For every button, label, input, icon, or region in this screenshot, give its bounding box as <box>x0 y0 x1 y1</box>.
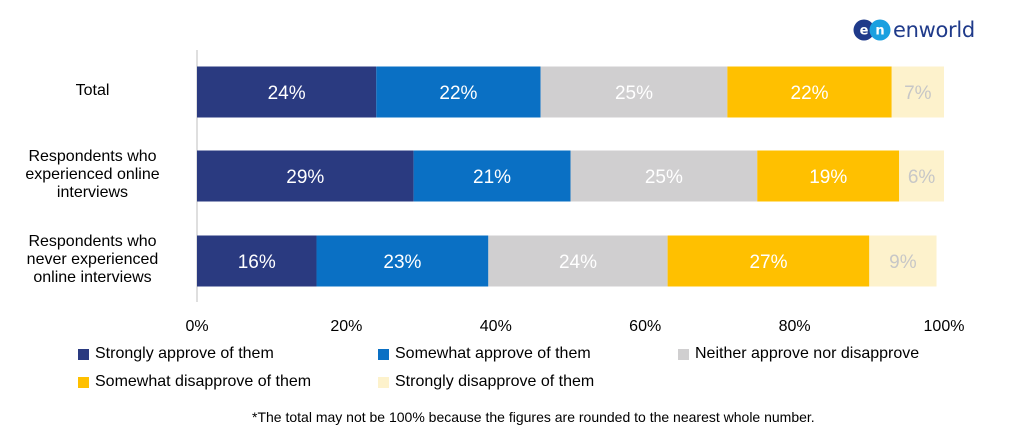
legend-item: Strongly disapprove of them <box>378 373 594 391</box>
bar-value-label: 29% <box>286 167 324 188</box>
enworld-logo-mark-icon: e n <box>853 19 891 41</box>
bar-value-label: 23% <box>383 252 421 273</box>
bar-segment <box>757 150 900 202</box>
bar-segment <box>899 150 944 202</box>
bar-value-label: 22% <box>439 83 477 104</box>
category-label-line: never experienced <box>26 251 159 268</box>
bar-value-label: 24% <box>559 252 597 273</box>
bar-value-label: 22% <box>791 83 829 104</box>
bar-segment <box>540 66 728 118</box>
enworld-wordmark: enworld <box>893 18 975 42</box>
x-tick-label: 20% <box>330 318 362 335</box>
svg-text:e: e <box>860 24 869 39</box>
category-label: Total <box>5 82 180 100</box>
legend-label: Strongly disapprove of them <box>395 373 595 390</box>
legend-label: Strongly approve of them <box>95 345 274 362</box>
legend-swatch <box>678 348 689 360</box>
bar-segment <box>376 66 541 118</box>
x-tick-label: 60% <box>629 318 661 335</box>
x-tick-label: 40% <box>480 318 512 335</box>
category-label-line: experienced online <box>25 166 160 183</box>
bar-value-label: 25% <box>645 167 683 188</box>
legend-label: Somewhat approve of them <box>395 345 591 362</box>
legend-swatch <box>378 348 389 360</box>
bar-value-label: 25% <box>615 83 653 104</box>
bar-segment <box>197 235 317 287</box>
category-label: Respondents who experienced online intervi… <box>5 148 180 202</box>
bar-value-label: 19% <box>809 167 847 188</box>
legend-swatch <box>78 376 89 388</box>
legend-item: Somewhat disapprove of them <box>78 373 311 391</box>
category-label-line: online interviews <box>33 269 152 286</box>
bar-value-label: 9% <box>889 252 917 273</box>
legend-item: Somewhat approve of them <box>378 345 591 363</box>
bar-segment <box>667 235 870 287</box>
category-label-line: Total <box>75 82 110 99</box>
bar-segment <box>869 235 937 287</box>
bar-segment <box>316 235 489 287</box>
legend-label: Somewhat disapprove of them <box>95 373 312 390</box>
bar-value-label: 16% <box>238 252 276 273</box>
bar-value-label: 27% <box>749 252 787 273</box>
bar-segment <box>727 66 892 118</box>
legend-label: Neither approve nor disapprove <box>695 345 920 362</box>
category-label-line: Respondents who <box>28 148 157 165</box>
bar-segment <box>570 150 758 202</box>
x-tick-label: 100% <box>924 318 965 335</box>
category-label: Respondents who never experienced online i… <box>5 233 180 287</box>
legend-swatch <box>378 376 389 388</box>
bar-value-label: 7% <box>904 83 932 104</box>
bar-value-label: 24% <box>268 83 306 104</box>
enworld-logo: e n enworld <box>853 18 983 44</box>
category-label-line: interviews <box>56 184 129 201</box>
bar-segment <box>891 66 944 118</box>
x-tick-label: 0% <box>185 318 208 335</box>
bar-segment <box>197 66 377 118</box>
category-label-line: Respondents who <box>28 233 157 250</box>
x-tick-label: 80% <box>779 318 811 335</box>
bar-segment <box>488 235 668 287</box>
bar-segment <box>413 150 571 202</box>
stacked-bar-chart: 24% 22% 25% 22% 7% 29% 21% 25% 19% 6% 16% 23% 24% 27%… <box>185 50 965 335</box>
svg-text:n: n <box>875 24 884 39</box>
bar-segment <box>197 150 414 202</box>
footnote: *The total may not be 100% because the f… <box>252 409 815 425</box>
legend-item: Neither approve nor disapprove <box>678 345 919 363</box>
legend-item: Strongly approve of them <box>78 345 274 363</box>
bar-value-label: 21% <box>473 167 511 188</box>
legend-swatch <box>78 348 89 360</box>
bar-value-label: 6% <box>908 167 936 188</box>
